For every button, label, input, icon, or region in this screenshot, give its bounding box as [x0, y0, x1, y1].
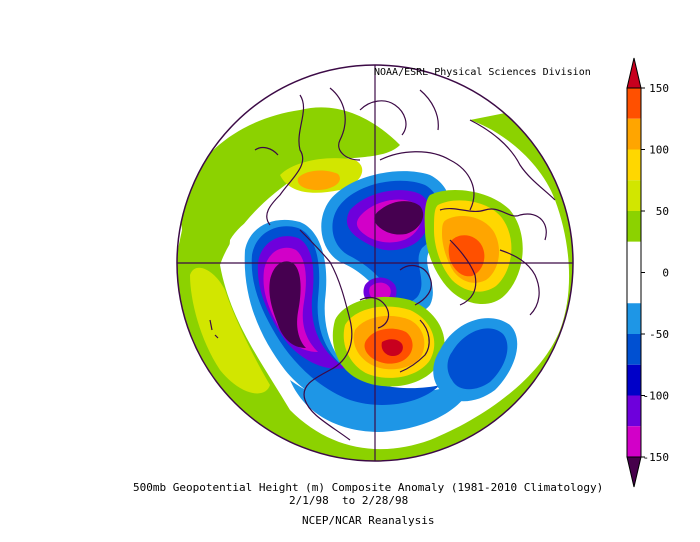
colorbar: 150 100 50 0 -50 -100 -150 [626, 57, 670, 488]
data-source: NCEP/NCAR Reanalysis [302, 514, 435, 527]
colorbar-extend-max [626, 57, 642, 89]
colorbar-bin [627, 364, 641, 396]
coastlines [209, 87, 556, 441]
colorbar-tick-label: -150 [643, 451, 670, 464]
colorbar-extend-min [626, 456, 642, 488]
colorbar-bin [627, 426, 641, 457]
colorbar-bin [627, 88, 641, 119]
colorbar-tick-label: 0 [662, 267, 669, 280]
colorbar-bin [627, 118, 641, 150]
colorbar-tick-label: 150 [649, 82, 669, 95]
anomaly-fills [177, 107, 573, 461]
negative-south-band [290, 380, 470, 432]
colorbar-bin [627, 241, 641, 304]
positive-band-yellow-west [190, 267, 270, 394]
credit-label: NOAA/ESRL Physical Sciences Division [374, 67, 591, 78]
colorbar-tick-label: 50 [656, 205, 669, 218]
positive-europe-red [448, 235, 485, 277]
negative-pacific-core [269, 261, 306, 348]
positive-center-east-asia [297, 170, 340, 190]
colorbar-bin [627, 303, 641, 334]
colorbar-tick-label: -100 [643, 390, 670, 403]
colorbar-bin [627, 334, 641, 365]
graticule [177, 65, 573, 461]
map-title: 500mb Geopotential Height (m) Composite … [133, 481, 604, 494]
colorbar-bin [627, 395, 641, 427]
colorbar-bin [627, 149, 641, 181]
negative-arctic-core [374, 201, 424, 235]
map-frame [176, 64, 574, 462]
colorbar-tick-label: -50 [649, 328, 669, 341]
positive-atlantic-core [381, 339, 403, 356]
colorbar-bin [627, 180, 641, 211]
anomaly-map [177, 65, 573, 461]
date-range: 2/1/98 to 2/28/98 [289, 494, 409, 507]
colorbar-bin [627, 211, 641, 242]
colorbar-tick-label: 100 [649, 144, 669, 157]
negative-east-atlantic-inner [447, 328, 508, 390]
